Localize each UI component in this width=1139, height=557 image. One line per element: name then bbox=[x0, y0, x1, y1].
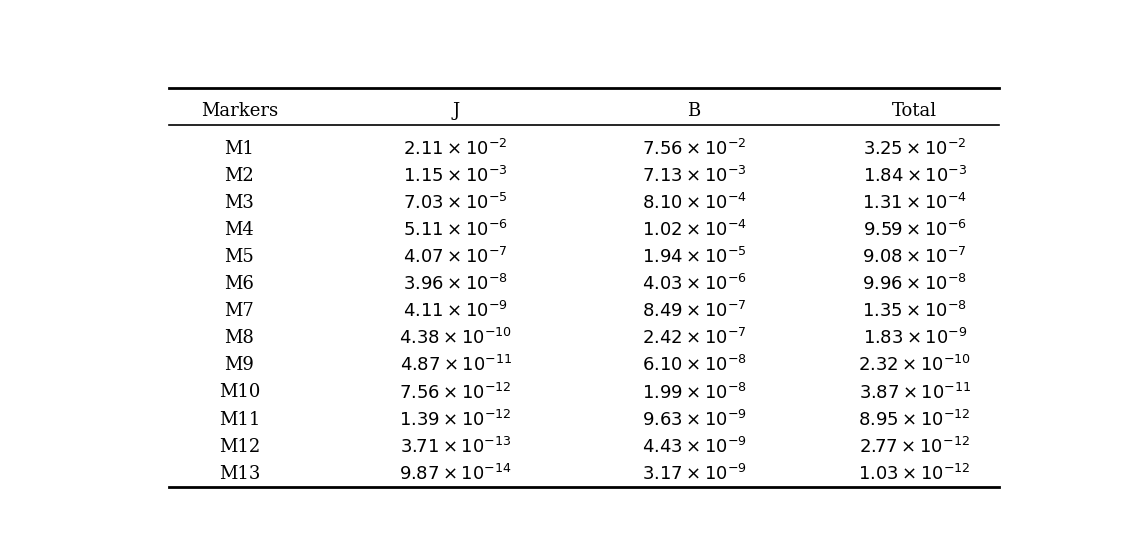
Text: $4.11\times10^{-9}$: $4.11\times10^{-9}$ bbox=[403, 301, 508, 321]
Text: $6.10\times10^{-8}$: $6.10\times10^{-8}$ bbox=[641, 355, 746, 375]
Text: M5: M5 bbox=[224, 248, 254, 266]
Text: $4.87\times10^{-11}$: $4.87\times10^{-11}$ bbox=[400, 355, 511, 375]
Text: $8.10\times10^{-4}$: $8.10\times10^{-4}$ bbox=[641, 193, 747, 213]
Text: $2.42\times10^{-7}$: $2.42\times10^{-7}$ bbox=[641, 328, 746, 349]
Text: $3.25\times10^{-2}$: $3.25\times10^{-2}$ bbox=[863, 139, 967, 159]
Text: $4.38\times10^{-10}$: $4.38\times10^{-10}$ bbox=[400, 328, 513, 349]
Text: $2.32\times10^{-10}$: $2.32\times10^{-10}$ bbox=[859, 355, 972, 375]
Text: M8: M8 bbox=[224, 329, 254, 348]
Text: $3.87\times10^{-11}$: $3.87\times10^{-11}$ bbox=[859, 383, 970, 403]
Text: $3.17\times10^{-9}$: $3.17\times10^{-9}$ bbox=[641, 463, 746, 483]
Text: $7.56\times10^{-2}$: $7.56\times10^{-2}$ bbox=[641, 139, 746, 159]
Text: M2: M2 bbox=[224, 167, 254, 185]
Text: M1: M1 bbox=[224, 140, 254, 158]
Text: $9.96\times10^{-8}$: $9.96\times10^{-8}$ bbox=[862, 274, 967, 294]
Text: $4.03\times10^{-6}$: $4.03\times10^{-6}$ bbox=[641, 274, 746, 294]
Text: $1.02\times10^{-4}$: $1.02\times10^{-4}$ bbox=[641, 220, 747, 240]
Text: M3: M3 bbox=[224, 194, 254, 212]
Text: $3.96\times10^{-8}$: $3.96\times10^{-8}$ bbox=[403, 274, 508, 294]
Text: $2.11\times10^{-2}$: $2.11\times10^{-2}$ bbox=[403, 139, 508, 159]
Text: $2.77\times10^{-12}$: $2.77\times10^{-12}$ bbox=[859, 437, 970, 457]
Text: $1.83\times10^{-9}$: $1.83\times10^{-9}$ bbox=[862, 328, 967, 349]
Text: Total: Total bbox=[892, 102, 937, 120]
Text: B: B bbox=[688, 102, 700, 120]
Text: $9.63\times10^{-9}$: $9.63\times10^{-9}$ bbox=[641, 409, 746, 429]
Text: $1.94\times10^{-5}$: $1.94\times10^{-5}$ bbox=[641, 247, 746, 267]
Text: M4: M4 bbox=[224, 221, 254, 239]
Text: M12: M12 bbox=[219, 438, 260, 456]
Text: $9.08\times10^{-7}$: $9.08\times10^{-7}$ bbox=[862, 247, 967, 267]
Text: $1.39\times10^{-12}$: $1.39\times10^{-12}$ bbox=[400, 409, 513, 429]
Text: $7.56\times10^{-12}$: $7.56\times10^{-12}$ bbox=[400, 383, 513, 403]
Text: $1.84\times10^{-3}$: $1.84\times10^{-3}$ bbox=[862, 166, 967, 186]
Text: M10: M10 bbox=[219, 383, 260, 402]
Text: $4.07\times10^{-7}$: $4.07\times10^{-7}$ bbox=[403, 247, 508, 267]
Text: M9: M9 bbox=[224, 356, 254, 374]
Text: $8.49\times10^{-7}$: $8.49\times10^{-7}$ bbox=[641, 301, 746, 321]
Text: $7.03\times10^{-5}$: $7.03\times10^{-5}$ bbox=[403, 193, 508, 213]
Text: $1.99\times10^{-8}$: $1.99\times10^{-8}$ bbox=[641, 383, 746, 403]
Text: $1.31\times10^{-4}$: $1.31\times10^{-4}$ bbox=[862, 193, 967, 213]
Text: $9.87\times10^{-14}$: $9.87\times10^{-14}$ bbox=[400, 463, 513, 483]
Text: M11: M11 bbox=[219, 411, 260, 428]
Text: Markers: Markers bbox=[200, 102, 278, 120]
Text: $7.13\times10^{-3}$: $7.13\times10^{-3}$ bbox=[641, 166, 746, 186]
Text: M6: M6 bbox=[224, 275, 254, 293]
Text: $4.43\times10^{-9}$: $4.43\times10^{-9}$ bbox=[641, 437, 746, 457]
Text: M7: M7 bbox=[224, 302, 254, 320]
Text: $1.03\times10^{-12}$: $1.03\times10^{-12}$ bbox=[859, 463, 972, 483]
Text: J: J bbox=[452, 102, 459, 120]
Text: $8.95\times10^{-12}$: $8.95\times10^{-12}$ bbox=[859, 409, 972, 429]
Text: $5.11\times10^{-6}$: $5.11\times10^{-6}$ bbox=[403, 220, 508, 240]
Text: $1.15\times10^{-3}$: $1.15\times10^{-3}$ bbox=[403, 166, 508, 186]
Text: M13: M13 bbox=[219, 465, 260, 482]
Text: $9.59\times10^{-6}$: $9.59\times10^{-6}$ bbox=[862, 220, 967, 240]
Text: $3.71\times10^{-13}$: $3.71\times10^{-13}$ bbox=[400, 437, 511, 457]
Text: $1.35\times10^{-8}$: $1.35\times10^{-8}$ bbox=[862, 301, 967, 321]
